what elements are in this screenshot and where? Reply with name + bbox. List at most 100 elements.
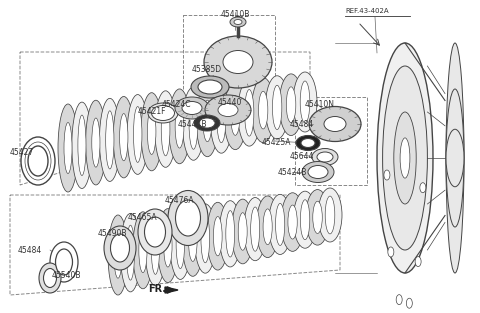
Ellipse shape bbox=[286, 87, 296, 123]
Text: 45476A: 45476A bbox=[165, 196, 194, 205]
Ellipse shape bbox=[108, 215, 128, 295]
Ellipse shape bbox=[377, 43, 433, 273]
Ellipse shape bbox=[219, 201, 241, 267]
Ellipse shape bbox=[170, 207, 191, 280]
Ellipse shape bbox=[407, 298, 412, 308]
Ellipse shape bbox=[276, 203, 285, 245]
Ellipse shape bbox=[126, 225, 134, 280]
Ellipse shape bbox=[28, 146, 48, 176]
Ellipse shape bbox=[245, 90, 254, 136]
Ellipse shape bbox=[226, 211, 235, 257]
Ellipse shape bbox=[300, 81, 310, 123]
Ellipse shape bbox=[293, 191, 317, 248]
Ellipse shape bbox=[207, 202, 228, 270]
Ellipse shape bbox=[415, 257, 421, 267]
Ellipse shape bbox=[446, 43, 464, 273]
Ellipse shape bbox=[175, 97, 209, 119]
Ellipse shape bbox=[21, 137, 55, 185]
Ellipse shape bbox=[138, 209, 172, 255]
Text: 45465A: 45465A bbox=[128, 213, 157, 222]
Ellipse shape bbox=[230, 17, 246, 27]
Ellipse shape bbox=[203, 100, 212, 142]
Ellipse shape bbox=[114, 232, 122, 278]
Ellipse shape bbox=[205, 95, 251, 125]
Ellipse shape bbox=[252, 78, 275, 143]
Text: 45490B: 45490B bbox=[98, 229, 128, 238]
Ellipse shape bbox=[78, 115, 86, 176]
Ellipse shape bbox=[300, 200, 310, 240]
Ellipse shape bbox=[175, 105, 184, 148]
Text: 45421F: 45421F bbox=[138, 107, 167, 116]
Ellipse shape bbox=[317, 152, 333, 162]
Text: 45424B: 45424B bbox=[278, 168, 307, 177]
Ellipse shape bbox=[306, 190, 329, 245]
Text: 45444B: 45444B bbox=[178, 120, 207, 129]
Ellipse shape bbox=[182, 205, 204, 276]
Ellipse shape bbox=[383, 66, 427, 250]
Text: 45440: 45440 bbox=[218, 98, 242, 107]
Ellipse shape bbox=[72, 102, 92, 188]
Text: 45644: 45644 bbox=[290, 152, 314, 161]
Ellipse shape bbox=[269, 194, 292, 254]
Ellipse shape bbox=[104, 226, 136, 270]
Ellipse shape bbox=[25, 142, 51, 180]
Ellipse shape bbox=[64, 122, 72, 173]
Ellipse shape bbox=[110, 234, 130, 262]
Text: 45385D: 45385D bbox=[192, 65, 222, 74]
Ellipse shape bbox=[217, 94, 226, 143]
Ellipse shape bbox=[92, 118, 100, 167]
Ellipse shape bbox=[196, 85, 218, 157]
Ellipse shape bbox=[218, 104, 238, 116]
Text: 45484: 45484 bbox=[290, 120, 314, 129]
Ellipse shape bbox=[147, 109, 156, 154]
Ellipse shape bbox=[189, 220, 197, 261]
Ellipse shape bbox=[302, 162, 334, 182]
Text: 45410N: 45410N bbox=[305, 100, 335, 109]
Text: 45540B: 45540B bbox=[52, 271, 82, 280]
Ellipse shape bbox=[152, 105, 175, 121]
Ellipse shape bbox=[176, 200, 201, 236]
Ellipse shape bbox=[388, 247, 394, 257]
Ellipse shape bbox=[238, 80, 261, 146]
Ellipse shape bbox=[148, 103, 178, 123]
Ellipse shape bbox=[141, 93, 162, 171]
Text: 45484: 45484 bbox=[18, 246, 42, 255]
Ellipse shape bbox=[182, 101, 202, 115]
Ellipse shape bbox=[58, 104, 78, 192]
Ellipse shape bbox=[39, 263, 61, 293]
Ellipse shape bbox=[281, 193, 304, 251]
Ellipse shape bbox=[238, 213, 247, 250]
Text: 45427: 45427 bbox=[10, 148, 34, 157]
Ellipse shape bbox=[309, 106, 361, 141]
Ellipse shape bbox=[384, 170, 390, 180]
Ellipse shape bbox=[293, 72, 317, 132]
Ellipse shape bbox=[204, 36, 272, 88]
Ellipse shape bbox=[324, 116, 346, 131]
Ellipse shape bbox=[132, 212, 153, 289]
Ellipse shape bbox=[263, 209, 272, 245]
Ellipse shape bbox=[113, 96, 134, 178]
Ellipse shape bbox=[99, 98, 120, 182]
Ellipse shape bbox=[318, 188, 342, 242]
Text: 45424C: 45424C bbox=[162, 100, 192, 109]
Ellipse shape bbox=[279, 74, 303, 136]
Ellipse shape bbox=[325, 196, 335, 234]
Ellipse shape bbox=[133, 106, 142, 162]
Ellipse shape bbox=[312, 148, 338, 166]
Ellipse shape bbox=[446, 89, 464, 227]
Ellipse shape bbox=[265, 76, 289, 139]
Ellipse shape bbox=[223, 50, 253, 74]
Ellipse shape bbox=[288, 205, 297, 239]
Ellipse shape bbox=[273, 85, 282, 130]
Ellipse shape bbox=[396, 295, 402, 305]
Ellipse shape bbox=[106, 111, 114, 169]
Ellipse shape bbox=[400, 138, 410, 178]
Ellipse shape bbox=[313, 201, 322, 233]
Ellipse shape bbox=[145, 210, 166, 286]
Ellipse shape bbox=[168, 191, 208, 245]
Ellipse shape bbox=[182, 87, 204, 160]
Ellipse shape bbox=[176, 218, 185, 269]
Ellipse shape bbox=[164, 224, 172, 267]
Ellipse shape bbox=[201, 214, 210, 263]
Text: 45410B: 45410B bbox=[220, 10, 250, 19]
